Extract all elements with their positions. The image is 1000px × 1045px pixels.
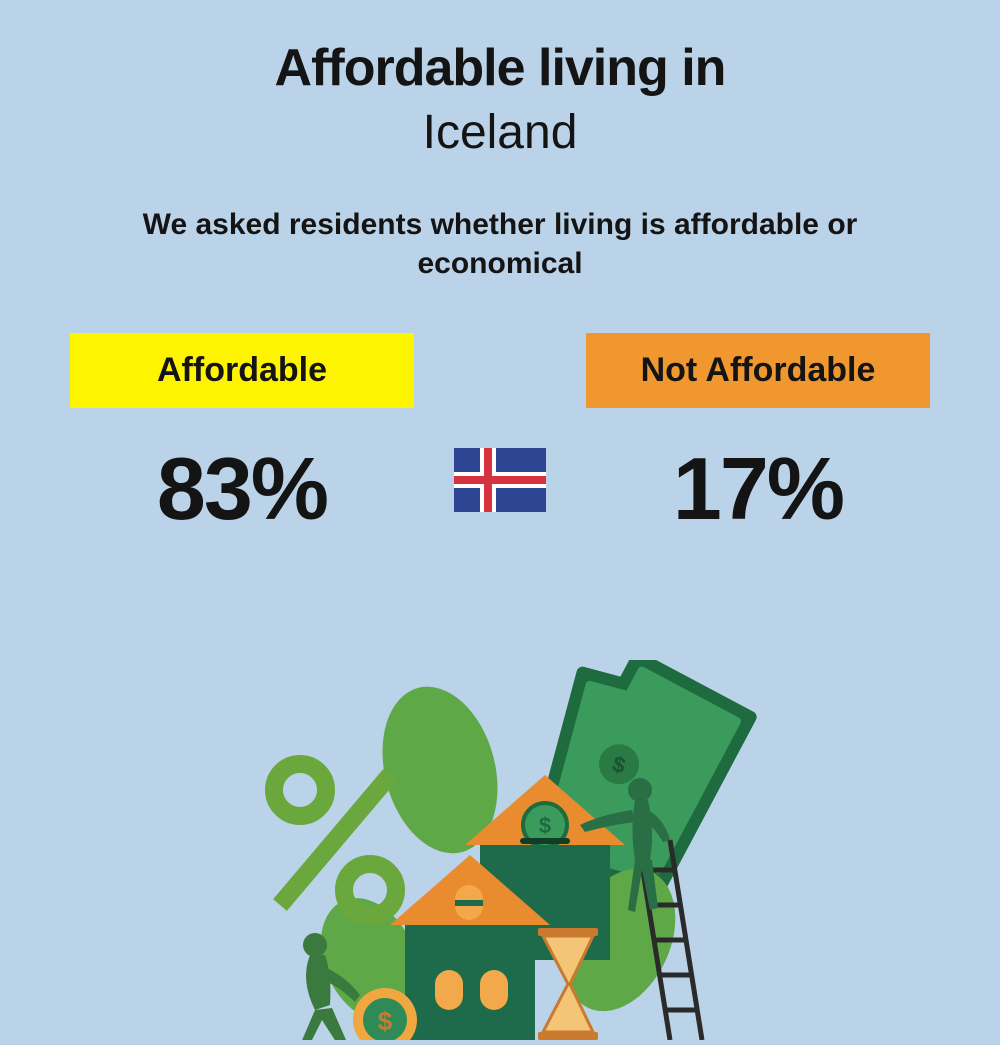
money-house-illustration-icon: $ $	[240, 660, 760, 1040]
affordable-label: Affordable	[70, 333, 414, 408]
flag-wrap	[454, 333, 546, 512]
affordable-block: Affordable 83%	[70, 333, 414, 540]
affordable-value: 83%	[157, 438, 327, 540]
subtitle-text: We asked residents whether living is aff…	[60, 205, 940, 283]
not-affordable-value: 17%	[673, 438, 843, 540]
infographic-container: Affordable living in Iceland We asked re…	[0, 0, 1000, 1000]
svg-text:$: $	[539, 813, 551, 838]
not-affordable-block: Not Affordable 17%	[586, 333, 930, 540]
title-location: Iceland	[60, 105, 940, 160]
stats-row: Affordable 83% Not Affordable 17%	[60, 333, 940, 540]
not-affordable-label: Not Affordable	[586, 333, 930, 408]
iceland-flag-icon	[454, 448, 546, 512]
svg-text:$: $	[378, 1006, 393, 1036]
title-bold: Affordable living in	[60, 40, 940, 97]
